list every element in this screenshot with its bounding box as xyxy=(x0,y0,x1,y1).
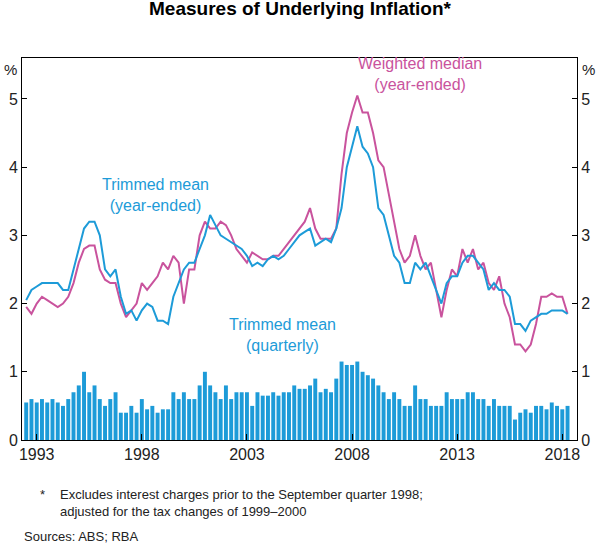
svg-text:*: * xyxy=(40,487,45,502)
svg-text:1: 1 xyxy=(9,363,18,380)
svg-text:Weighted median(year-ended): Weighted median(year-ended) xyxy=(358,55,482,93)
svg-text:2018: 2018 xyxy=(544,446,580,463)
svg-text:1: 1 xyxy=(581,363,590,380)
svg-text:5: 5 xyxy=(581,91,590,108)
svg-text:4: 4 xyxy=(9,159,18,176)
svg-text:5: 5 xyxy=(9,91,18,108)
svg-text:1993: 1993 xyxy=(19,446,55,463)
svg-text:%: % xyxy=(582,61,595,78)
svg-text:Sources: ABS; RBA: Sources: ABS; RBA xyxy=(24,529,138,544)
svg-text:2003: 2003 xyxy=(229,446,265,463)
svg-text:2: 2 xyxy=(581,295,590,312)
svg-text:Excludes interest charges prio: Excludes interest charges prior to the S… xyxy=(60,487,423,519)
svg-text:Trimmed mean(year-ended): Trimmed mean(year-ended) xyxy=(102,176,209,214)
svg-text:1998: 1998 xyxy=(124,446,160,463)
svg-text:Trimmed mean(quarterly): Trimmed mean(quarterly) xyxy=(229,316,336,354)
svg-text:%: % xyxy=(4,61,17,78)
svg-text:3: 3 xyxy=(9,227,18,244)
svg-text:0: 0 xyxy=(9,432,18,449)
svg-text:0: 0 xyxy=(581,432,590,449)
svg-text:2008: 2008 xyxy=(334,446,370,463)
svg-text:2: 2 xyxy=(9,295,18,312)
svg-text:Measures of Underlying Inflati: Measures of Underlying Inflation* xyxy=(149,0,452,19)
svg-text:3: 3 xyxy=(581,227,590,244)
svg-text:2013: 2013 xyxy=(439,446,475,463)
svg-text:4: 4 xyxy=(581,159,590,176)
